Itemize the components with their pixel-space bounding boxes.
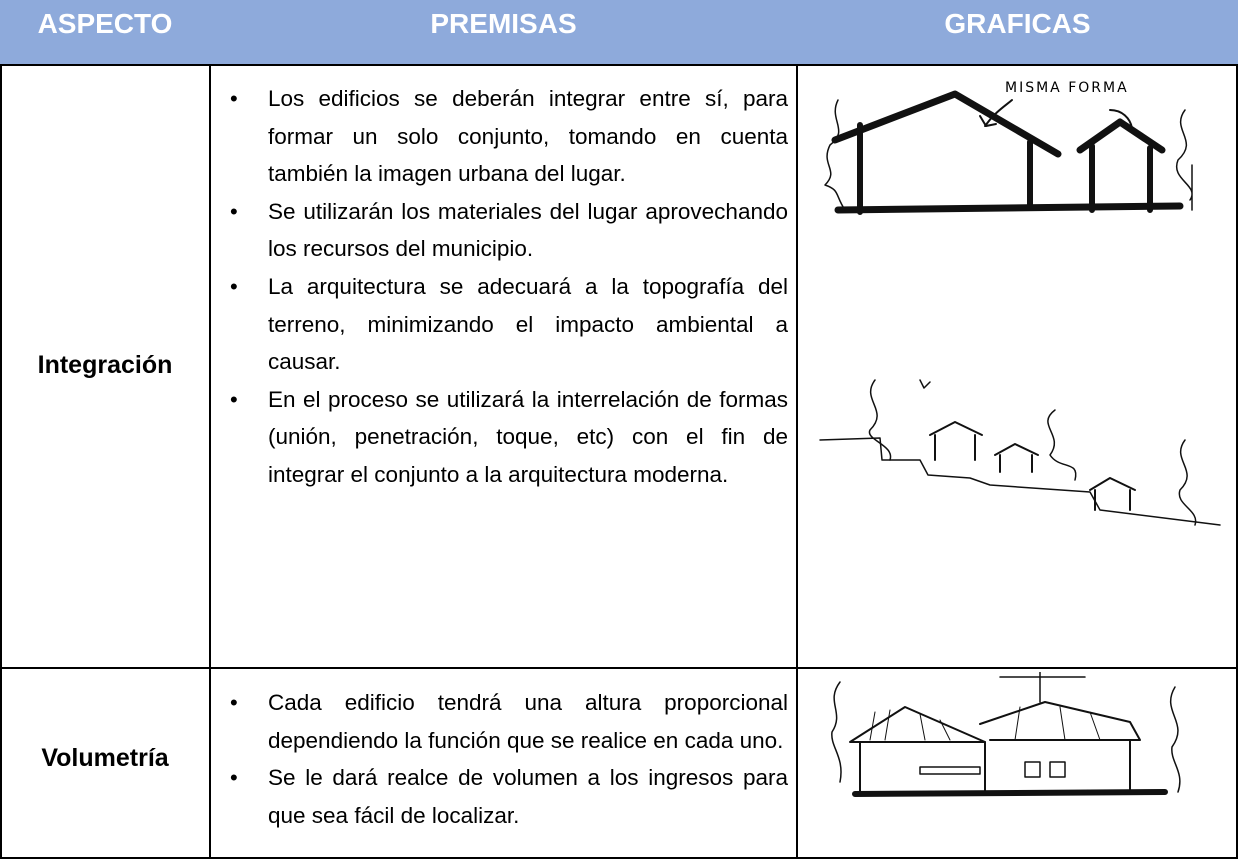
premise: Cada edificio tendrá una altura proporci… xyxy=(210,684,788,759)
premise: La arquitectura se adecuará a la topogra… xyxy=(210,268,788,381)
sketch xyxy=(819,379,1221,526)
border xyxy=(0,66,2,859)
border xyxy=(796,66,798,859)
border xyxy=(1236,66,1238,859)
sketch xyxy=(831,672,1181,797)
premise: Se utilizarán los materiales del lugar a… xyxy=(210,193,788,268)
header-cell: GRAFICAS xyxy=(944,8,1091,39)
aspect-label: Integración xyxy=(37,351,173,379)
aspect-label: Volumetría xyxy=(41,744,169,772)
header-band xyxy=(0,0,1238,66)
premise: En el proceso se utilizará la interrelac… xyxy=(210,381,788,494)
premise-list: Los edificios se deberán integrar entre … xyxy=(210,80,788,494)
premise: Se le dará realce de volumen a los ingre… xyxy=(210,759,788,834)
premise: Los edificios se deberán integrar entre … xyxy=(210,80,788,193)
border xyxy=(0,667,1238,669)
premise-list: Cada edificio tendrá una altura proporci… xyxy=(210,684,788,834)
border xyxy=(0,857,1238,859)
sketch-label: MISMA FORMA xyxy=(1005,80,1129,96)
header-cell: ASPECTO xyxy=(37,8,173,39)
sketch: MISMA FORMA xyxy=(824,80,1193,215)
header-cell: PREMISAS xyxy=(430,8,577,39)
